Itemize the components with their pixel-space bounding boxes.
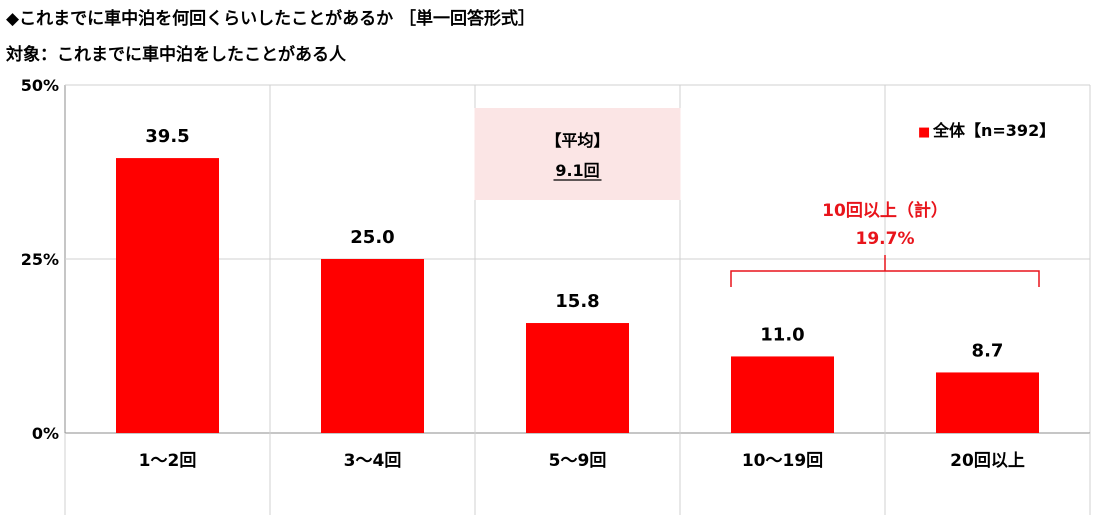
bar <box>731 356 834 433</box>
bar <box>321 259 424 433</box>
group-total-label: 10回以上（計） <box>822 200 948 221</box>
average-box <box>474 108 681 200</box>
x-tick-label: 5～9回 <box>549 451 607 471</box>
chart-title: ◆これまでに車中泊を何回くらいしたことがあるか ［単一回答形式］ <box>6 9 535 29</box>
bar <box>936 372 1039 433</box>
data-label: 25.0 <box>350 227 394 248</box>
legend-marker: ■ <box>918 125 930 140</box>
y-axis-ticks: 0% 25% 50% <box>21 76 59 443</box>
group-total-value: 19.7% <box>856 229 915 249</box>
x-tick-label: 1～2回 <box>139 451 197 471</box>
data-label: 8.7 <box>972 340 1004 361</box>
legend: ■ 全体【n=392】 <box>918 121 1055 140</box>
x-axis-categories: 1～2回 3～4回 5～9回 10～19回 20回以上 <box>139 451 1025 471</box>
x-tick-label: 3～4回 <box>344 451 402 471</box>
y-tick-label: 25% <box>21 250 59 269</box>
bars <box>116 158 1039 433</box>
average-value: 9.1回 <box>555 161 599 180</box>
y-tick-label: 0% <box>32 424 59 443</box>
bar <box>526 323 629 433</box>
average-annotation: 【平均】 9.1回 <box>474 108 681 200</box>
bar <box>116 158 219 433</box>
y-tick-label: 50% <box>21 76 59 95</box>
data-label: 39.5 <box>145 126 189 147</box>
data-label: 15.8 <box>555 291 599 312</box>
chart-subtitle: 対象：これまでに車中泊をしたことがある人 <box>6 45 346 65</box>
average-label: 【平均】 <box>545 131 609 150</box>
data-labels: 39.5 25.0 15.8 11.0 8.7 <box>145 126 1003 361</box>
group-total-annotation: 10回以上（計） 19.7% <box>730 200 1040 287</box>
x-tick-label: 20回以上 <box>950 451 1025 471</box>
data-label: 11.0 <box>760 324 804 345</box>
x-tick-label: 10～19回 <box>742 451 823 471</box>
legend-label: 全体【n=392】 <box>932 121 1055 140</box>
